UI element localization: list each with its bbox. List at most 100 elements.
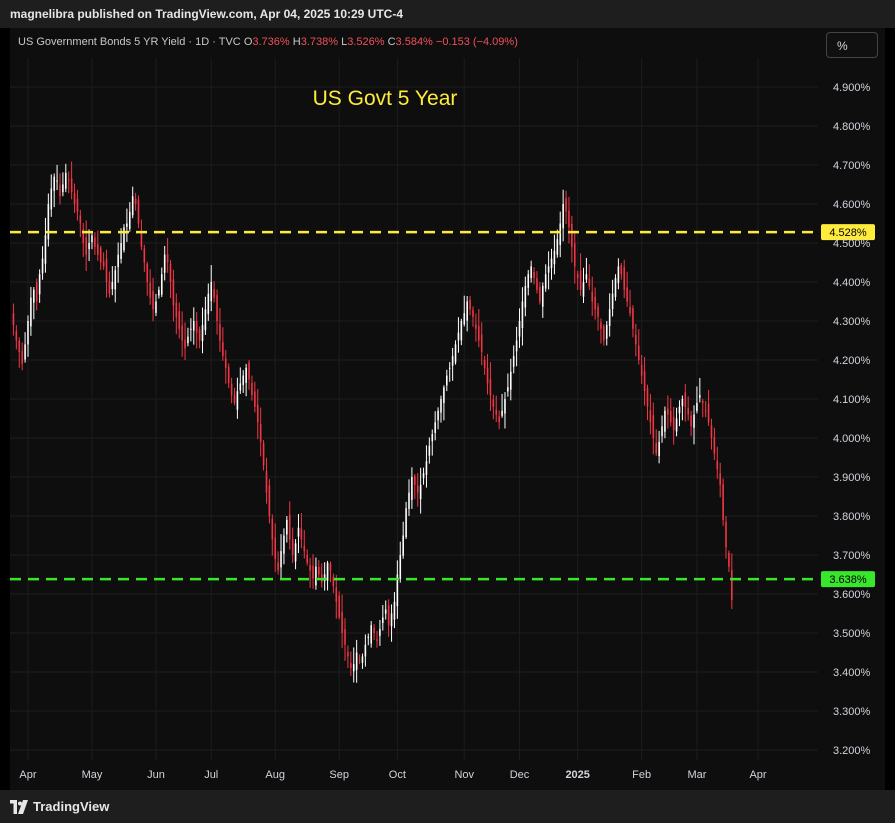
x-tick-label: Jul <box>204 769 218 781</box>
candle-body <box>382 617 384 624</box>
candle-body <box>544 274 547 289</box>
candle-body <box>111 282 114 290</box>
candle-body <box>722 484 724 520</box>
candle-body <box>24 344 26 360</box>
candle-body <box>158 289 160 296</box>
candle-body <box>131 196 134 216</box>
candle-body <box>239 383 242 391</box>
candle-body <box>265 471 268 493</box>
candle-body <box>608 309 611 326</box>
candle-body <box>254 391 256 407</box>
chart-title: US Govt 5 Year <box>313 87 458 110</box>
candle-body <box>411 477 413 500</box>
y-tick-label: 4.200% <box>833 355 871 367</box>
x-tick-label: Jun <box>147 769 165 781</box>
candle-body <box>323 574 326 581</box>
close-value: 3.584% <box>395 36 433 48</box>
candle-body <box>149 282 151 298</box>
candle-body <box>661 426 663 437</box>
candle-body <box>416 485 419 493</box>
candle-body <box>50 188 53 210</box>
candle-body <box>672 416 675 431</box>
candle-body <box>233 394 236 403</box>
candle-body <box>242 375 245 385</box>
candle-body <box>344 629 346 645</box>
candle-body <box>18 340 21 353</box>
grid-lines <box>10 58 818 760</box>
x-axis: Apr May Jun Jul Aug Sep Oct Nov Dec 2025 Feb Mar Apr <box>19 769 766 781</box>
candle-body <box>719 473 721 485</box>
candle-body <box>556 239 559 255</box>
candle-body <box>15 330 18 341</box>
candle-body <box>422 473 425 479</box>
candle-body <box>696 402 698 411</box>
close-label: C <box>387 36 396 48</box>
candle-body <box>355 652 358 670</box>
y-tick-label: 3.200% <box>833 745 871 757</box>
candle-body <box>140 231 143 247</box>
candle-body <box>67 179 70 181</box>
candle-body <box>480 334 483 353</box>
x-tick-label: 2025 <box>565 769 589 781</box>
x-tick-label: Nov <box>454 769 474 781</box>
tradingview-logo[interactable]: TradingView <box>10 799 109 814</box>
candle-body <box>94 237 96 247</box>
candle-body <box>681 399 684 407</box>
candle-body <box>716 460 719 470</box>
candle-body <box>605 324 608 339</box>
candle-body <box>326 562 329 581</box>
candle-body <box>280 551 282 568</box>
candle-body <box>195 320 198 333</box>
candle-body <box>288 514 291 540</box>
candle-body <box>547 266 550 273</box>
candle-body <box>693 414 695 428</box>
candle-body <box>166 254 169 263</box>
candle-body <box>318 566 320 575</box>
candle-body <box>76 198 79 212</box>
candle-body <box>338 595 340 618</box>
candle-body <box>126 223 128 227</box>
candle-body <box>454 344 457 363</box>
change-value: −0.153 (−4.09%) <box>435 36 518 48</box>
candle-body <box>303 545 306 552</box>
candle-body <box>294 543 297 562</box>
candle-body <box>588 278 591 286</box>
y-tick-label: 3.500% <box>833 628 871 640</box>
low-label: L <box>341 36 348 48</box>
y-tick-label: 4.700% <box>833 160 871 172</box>
candle-body <box>114 270 117 290</box>
candle-body <box>472 309 474 318</box>
candle-body <box>216 295 218 321</box>
candle-body <box>414 476 416 485</box>
candle-body <box>172 279 175 306</box>
candle-body <box>227 366 230 384</box>
high-value: 3.738% <box>300 36 339 48</box>
percent-scale-button[interactable]: % <box>826 32 878 58</box>
candle-body <box>690 415 692 427</box>
x-tick-label: Aug <box>265 769 285 781</box>
y-tick-label: 3.600% <box>833 589 871 601</box>
candle-body <box>509 371 512 390</box>
candle-body <box>437 410 439 421</box>
candle-body <box>309 565 311 571</box>
candle-body <box>143 248 146 263</box>
candle-body <box>632 308 634 329</box>
candle-body <box>600 322 602 329</box>
candle-body <box>341 612 343 633</box>
candle-body <box>300 528 303 540</box>
candle-body <box>96 244 99 255</box>
candle-body <box>576 274 579 279</box>
y-tick-label: 4.400% <box>833 277 871 289</box>
candle-body <box>44 235 47 264</box>
candle-body <box>102 261 105 267</box>
candle-body <box>207 293 210 314</box>
candle-body <box>541 285 544 307</box>
candle-body <box>431 434 434 442</box>
candle-body <box>192 321 195 331</box>
candle-body <box>370 625 372 644</box>
candle-body <box>524 285 527 308</box>
candle-body <box>667 408 669 415</box>
candle-body <box>582 282 585 297</box>
y-tick-label: 4.100% <box>833 394 871 406</box>
